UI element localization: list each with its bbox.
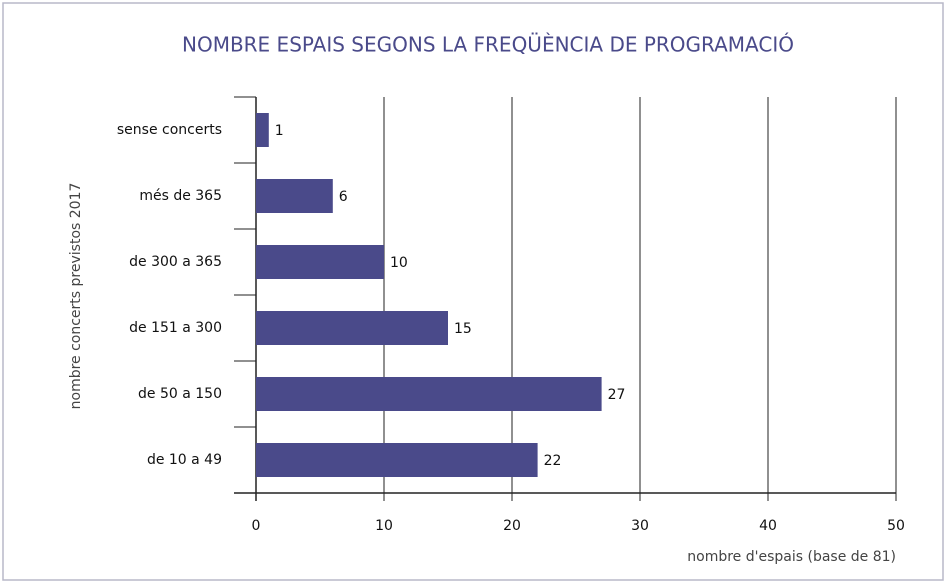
y-axis-label: nombre concerts previstos 2017 — [68, 183, 84, 410]
x-tick-label: 40 — [759, 518, 777, 534]
value-label: 1 — [275, 123, 284, 139]
x-tick-label: 10 — [375, 518, 393, 534]
y-tick-label: de 300 a 365 — [129, 254, 222, 270]
x-tick-label: 20 — [503, 518, 521, 534]
chart-title: NOMBRE ESPAIS SEGONS LA FREQÜÈNCIA DE PR… — [182, 33, 794, 57]
bar — [256, 443, 538, 477]
value-label: 27 — [608, 387, 626, 403]
x-tick-label: 50 — [887, 518, 905, 534]
y-tick-label: sense concerts — [117, 122, 222, 138]
value-label: 6 — [339, 189, 348, 205]
bar — [256, 311, 448, 345]
x-tick-label: 0 — [252, 518, 261, 534]
bar — [256, 113, 269, 147]
value-label: 22 — [544, 453, 562, 469]
y-tick-label: més de 365 — [139, 188, 222, 204]
y-tick-label: de 151 a 300 — [129, 320, 222, 336]
bar — [256, 245, 384, 279]
y-tick-label: de 10 a 49 — [147, 452, 222, 468]
bar — [256, 179, 333, 213]
y-tick-label: de 50 a 150 — [138, 386, 222, 402]
x-tick-label: 30 — [631, 518, 649, 534]
bar — [256, 377, 602, 411]
value-label: 15 — [454, 321, 472, 337]
value-label: 10 — [390, 255, 408, 271]
x-axis-label: nombre d'espais (base de 81) — [687, 549, 896, 565]
